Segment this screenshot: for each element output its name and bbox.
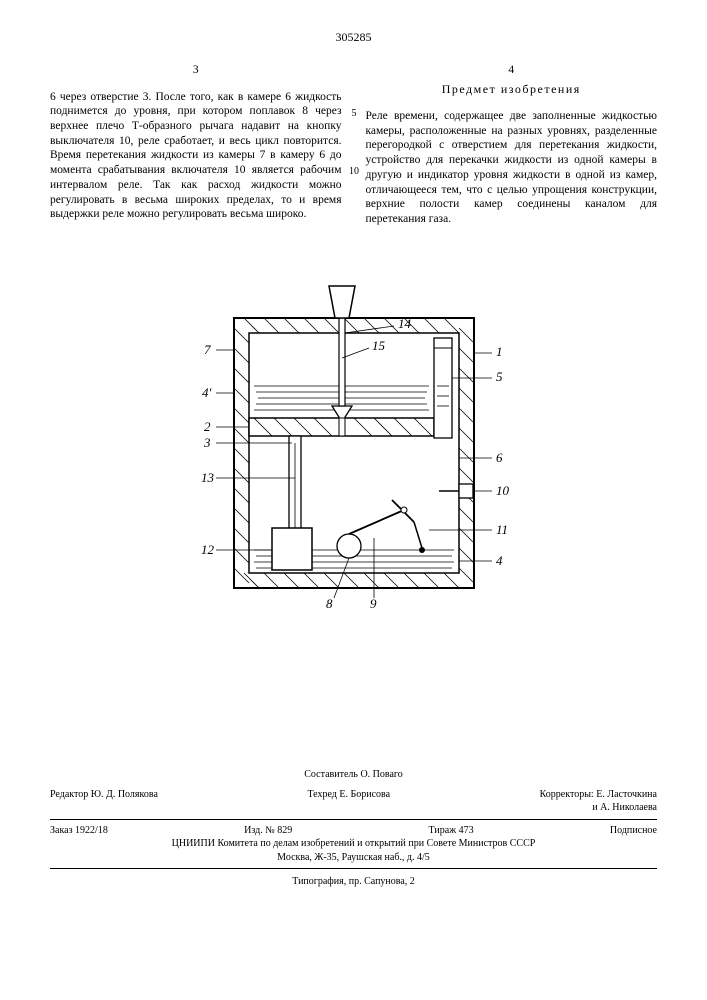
- proofers-2: и А. Николаева: [592, 802, 657, 813]
- credits-block: Составитель О. Поваго Редактор Ю. Д. Пол…: [50, 768, 657, 889]
- svg-text:10: 10: [496, 483, 510, 498]
- col-num-left: 3: [50, 63, 342, 78]
- claim-heading: Предмет изобретения: [366, 82, 658, 97]
- figure-container: 1 5 6 10 11 4 7 4' 2 3 13 12 8 9 14 15: [174, 278, 534, 608]
- svg-text:2: 2: [204, 419, 211, 434]
- patent-page: 305285 3 6 через отверстие 3. После того…: [0, 0, 707, 1000]
- text-columns: 3 6 через отверстие 3. После того, как в…: [50, 63, 657, 238]
- svg-text:7: 7: [204, 342, 211, 357]
- left-column-paragraph: 6 через отверстие 3. После того, как в к…: [50, 90, 342, 222]
- svg-text:11: 11: [496, 522, 508, 537]
- order-no: Заказ 1922/18: [50, 824, 108, 838]
- divider-2: [50, 868, 657, 869]
- izd-no: Изд. № 829: [244, 824, 292, 838]
- svg-text:12: 12: [201, 542, 215, 557]
- svg-text:9: 9: [370, 596, 377, 608]
- meta-row: Заказ 1922/18 Изд. № 829 Тираж 473 Подпи…: [50, 824, 657, 838]
- patent-number: 305285: [50, 30, 657, 45]
- line-marker-5: 5: [344, 108, 364, 121]
- podpisnoe: Подписное: [610, 824, 657, 838]
- svg-text:14: 14: [398, 316, 412, 331]
- divider-1: [50, 819, 657, 820]
- col-num-right: 4: [366, 63, 658, 78]
- techred: Техред Е. Борисова: [307, 788, 390, 815]
- editor: Редактор Ю. Д. Полякова: [50, 788, 158, 815]
- credit-row: Редактор Ю. Д. Полякова Техред Е. Борисо…: [50, 788, 657, 815]
- right-column: 4 Предмет изобретения Реле времени, соде…: [366, 63, 658, 238]
- relay-figure: 1 5 6 10 11 4 7 4' 2 3 13 12 8 9 14 15: [174, 278, 534, 608]
- printer: Типография, пр. Сапунова, 2: [50, 875, 657, 889]
- svg-text:3: 3: [203, 435, 211, 450]
- line-marker-10: 10: [344, 166, 364, 179]
- svg-text:6: 6: [496, 450, 503, 465]
- compiler: Составитель О. Поваго: [50, 768, 657, 782]
- right-column-paragraph: Реле времени, содержащее две заполненные…: [366, 109, 658, 227]
- svg-text:5: 5: [496, 369, 503, 384]
- svg-text:13: 13: [201, 470, 215, 485]
- svg-text:4: 4: [496, 553, 503, 568]
- svg-text:1: 1: [496, 344, 503, 359]
- org-line: ЦНИИПИ Комитета по делам изобретений и о…: [50, 837, 657, 851]
- address: Москва, Ж-35, Раушская наб., д. 4/5: [50, 851, 657, 865]
- left-column: 3 6 через отверстие 3. После того, как в…: [50, 63, 342, 238]
- svg-text:4': 4': [202, 385, 212, 400]
- svg-text:15: 15: [372, 338, 386, 353]
- svg-text:8: 8: [326, 596, 333, 608]
- proofers-1: Корректоры: Е. Ласточкина: [540, 789, 657, 800]
- tirazh: Тираж 473: [429, 824, 474, 838]
